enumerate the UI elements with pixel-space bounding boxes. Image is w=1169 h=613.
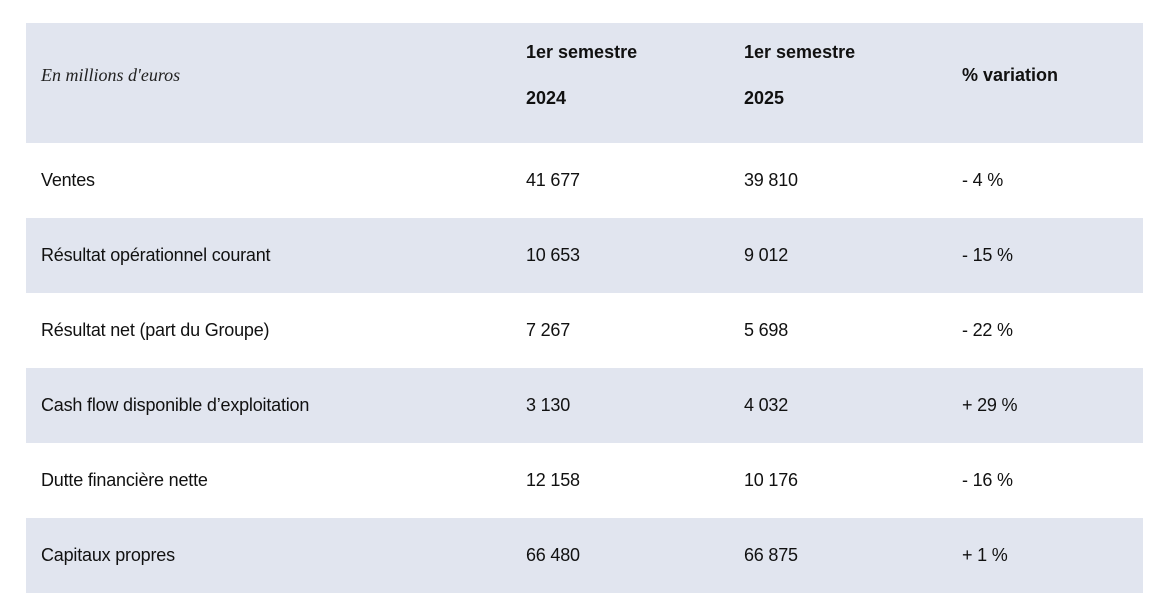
row-value-2025: 4 032 [744, 395, 789, 415]
row-value-2024: 66 480 [526, 545, 580, 565]
table-row: Ventes 41 677 39 810 - 4 % [26, 143, 1143, 218]
row-variation: - 4 % [962, 170, 1004, 190]
table-row: Capitaux propres 66 480 66 875 + 1 % [26, 518, 1143, 593]
row-value-2024: 12 158 [526, 470, 580, 490]
row-label: Capitaux propres [41, 545, 175, 565]
row-value-2024: 7 267 [526, 320, 571, 340]
row-value-2024: 41 677 [526, 170, 580, 190]
row-variation: + 1 % [962, 545, 1008, 565]
row-value-2025: 5 698 [744, 320, 789, 340]
table-row: Dutte financière nette 12 158 10 176 - 1… [26, 443, 1143, 518]
row-label: Cash flow disponible d’exploitation [41, 395, 310, 415]
header-h1-2025-year: 2025 [744, 88, 785, 108]
table-row: Cash flow disponible d’exploitation 3 13… [26, 368, 1143, 443]
row-value-2025: 10 176 [744, 470, 798, 490]
row-label: Dutte financière nette [41, 470, 208, 490]
unit-label: En millions d'euros [41, 65, 181, 85]
header-h1-2025: 1er semestre 2025 [744, 41, 855, 110]
header-variation: % variation [962, 65, 1059, 85]
row-label: Ventes [41, 170, 95, 190]
table-row: Résultat net (part du Groupe) 7 267 5 69… [26, 293, 1143, 368]
row-variation: - 22 % [962, 320, 1013, 340]
header-h1-2025-period: 1er semestre [744, 42, 856, 62]
row-label: Résultat net (part du Groupe) [41, 320, 270, 340]
row-value-2025: 39 810 [744, 170, 798, 190]
row-variation: - 15 % [962, 245, 1013, 265]
table-row: Résultat opérationnel courant 10 653 9 0… [26, 218, 1143, 293]
row-variation: - 16 % [962, 470, 1013, 490]
header-h1-2024-year: 2024 [526, 88, 567, 108]
row-label: Résultat opérationnel courant [41, 245, 271, 265]
row-value-2025: 9 012 [744, 245, 789, 265]
row-value-2024: 10 653 [526, 245, 580, 265]
row-value-2024: 3 130 [526, 395, 571, 415]
row-value-2025: 66 875 [744, 545, 798, 565]
table-header-row: En millions d'euros 1er semestre 2024 1e… [26, 23, 1143, 143]
financial-summary-table: En millions d'euros 1er semestre 2024 1e… [26, 23, 1143, 593]
row-variation: + 29 % [962, 395, 1018, 415]
header-h1-2024: 1er semestre 2024 [526, 41, 637, 110]
header-h1-2024-period: 1er semestre [526, 42, 638, 62]
